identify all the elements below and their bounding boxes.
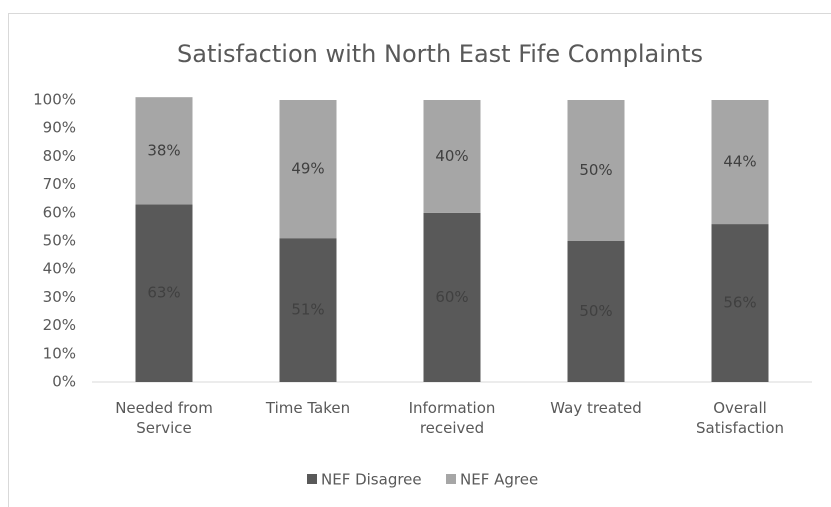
bar-segment [423, 212, 481, 382]
bar-segment [423, 100, 481, 213]
x-tick-label: Overall Satisfaction [695, 399, 785, 437]
y-tick-label: 70% [43, 175, 76, 193]
bar-segment [135, 97, 193, 205]
bar-segment [279, 238, 337, 382]
y-tick-label: 90% [43, 119, 76, 137]
bar-segment [711, 100, 769, 225]
data-label: 63% [147, 284, 180, 302]
data-label: 50% [579, 161, 612, 179]
data-label: 49% [291, 160, 324, 178]
data-label: 40% [435, 147, 468, 165]
x-tick-label: Needed from Service [115, 399, 213, 437]
legend-label: NEF Disagree [321, 471, 422, 489]
y-tick-label: 30% [43, 288, 76, 306]
x-tick-label: Time Taken [265, 399, 351, 417]
bar-segment [567, 100, 625, 241]
legend-label: NEF Agree [460, 471, 538, 489]
y-tick-label: 50% [43, 232, 76, 250]
data-label: 50% [579, 302, 612, 320]
data-label: 51% [291, 301, 324, 319]
x-tick-label: Information received [408, 399, 496, 437]
y-tick-label: 60% [43, 203, 76, 221]
y-tick-label: 100% [33, 91, 76, 109]
data-label: 44% [723, 153, 756, 171]
data-label: 56% [723, 294, 756, 312]
bar-segment [711, 224, 769, 382]
y-tick-label: 0% [52, 373, 76, 391]
legend-swatch [446, 474, 456, 484]
data-label: 38% [147, 141, 180, 159]
bar-segment [135, 204, 193, 382]
y-tick-label: 20% [43, 316, 76, 334]
legend-swatch [307, 474, 317, 484]
bar-segment [567, 241, 625, 382]
y-tick-label: 10% [43, 344, 76, 362]
data-label: 60% [435, 288, 468, 306]
y-tick-label: 40% [43, 260, 76, 278]
bar-segment [279, 100, 337, 239]
x-tick-label: Way treated [550, 399, 642, 417]
chart-title: Satisfaction with North East Fife Compla… [177, 40, 703, 68]
y-tick-label: 80% [43, 147, 76, 165]
